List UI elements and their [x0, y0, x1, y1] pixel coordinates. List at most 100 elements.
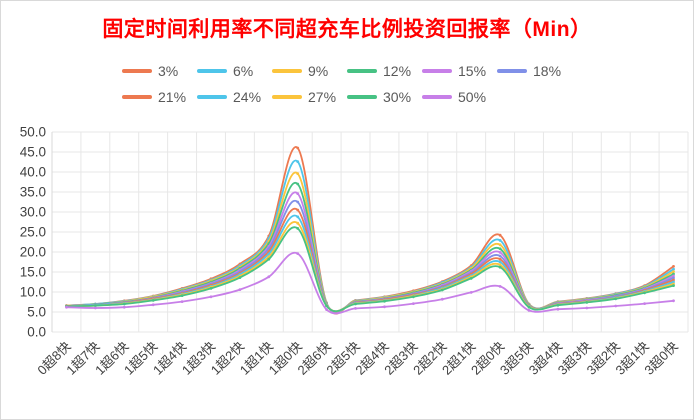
data-point-marker [498, 247, 502, 251]
legend-swatch [197, 95, 227, 99]
data-point-marker [498, 285, 502, 288]
legend-grid: 3% 6% 9% 12% 15% 18% 21% 24% 27% 30% 50% [122, 58, 572, 110]
legend-label: 6% [233, 63, 254, 79]
legend-item-9%: 9% [272, 64, 347, 78]
data-point-marker [469, 277, 473, 280]
data-point-marker [238, 276, 242, 279]
data-point-marker [296, 221, 300, 225]
data-point-marker [122, 305, 126, 309]
data-point-marker [585, 306, 589, 310]
legend-label: 12% [383, 63, 412, 79]
legend-row-2: 21% 24% 27% 30% 50% [122, 84, 572, 110]
data-point-marker [614, 304, 618, 308]
legend-row-1: 3% 6% 9% 12% 15% 18% [122, 58, 572, 84]
data-point-marker [267, 275, 271, 279]
series-50% [65, 251, 675, 315]
legend-item-30%: 30% [347, 90, 422, 104]
data-point-marker [65, 305, 68, 309]
legend-item-3%: 3% [122, 64, 197, 78]
data-point-marker [614, 297, 618, 301]
data-point-marker [296, 182, 300, 186]
legend-item-12%: 12% [347, 64, 422, 78]
data-point-marker [325, 308, 328, 311]
x-axis-labels: 0超8快1超7快1超6快1超5快1超4快1超3快1超2快1超1快1超0快2超6快… [34, 339, 680, 378]
data-point-marker [209, 295, 213, 299]
series-30% [65, 226, 675, 313]
y-tick-label: 25.0 [20, 225, 46, 240]
data-point-marker [296, 252, 300, 256]
data-point-marker [498, 260, 502, 264]
data-point-marker [643, 302, 646, 305]
legend-item-18%: 18% [497, 64, 572, 78]
data-point-marker [354, 302, 357, 306]
data-point-marker [151, 299, 155, 302]
legend-label: 27% [308, 89, 337, 105]
y-tick-label: 35.0 [20, 185, 46, 200]
legend-label: 9% [308, 63, 329, 79]
series-lines [65, 146, 675, 315]
legend-label: 30% [383, 89, 412, 105]
legend-item-50%: 50% [422, 90, 497, 104]
y-tick-label: 50.0 [20, 125, 46, 140]
data-point-marker [672, 272, 675, 276]
data-point-marker [412, 302, 415, 305]
chart-title: 固定时间利用率不同超充车比例投资回报率（Min） [102, 18, 592, 41]
data-point-marker [672, 267, 675, 271]
y-tick-label: 40.0 [20, 165, 46, 180]
data-point-marker [296, 215, 300, 219]
legend-item-24%: 24% [197, 90, 272, 104]
data-point-marker [498, 239, 502, 242]
data-point-marker [672, 265, 675, 268]
legend-label: 21% [158, 89, 187, 105]
data-point-marker [672, 278, 675, 282]
data-point-marker [672, 299, 675, 303]
legend-item-27%: 27% [272, 90, 347, 104]
y-tick-label: 0.0 [27, 325, 46, 340]
gridlines [51, 131, 689, 333]
y-axis-labels: 50.0 45.0 40.0 35.0 30.0 25.0 20.0 15.0 10.0 5.0 0… [20, 125, 46, 340]
legend-label: 18% [533, 63, 562, 79]
legend-label: 24% [233, 89, 262, 105]
data-point-marker [556, 303, 560, 307]
y-tick-label: 20.0 [20, 245, 46, 260]
data-point-marker [672, 284, 675, 287]
legend-swatch [347, 95, 377, 99]
data-point-marker [296, 146, 300, 150]
data-point-marker [238, 288, 242, 291]
legend-label: 15% [458, 63, 487, 79]
y-tick-label: 5.0 [27, 305, 46, 320]
data-point-marker [527, 309, 531, 312]
legend-label: 50% [458, 89, 487, 105]
data-point-marker [325, 304, 328, 308]
data-point-marker [498, 265, 502, 269]
legend-swatch [497, 69, 527, 73]
data-point-marker [672, 270, 675, 273]
data-point-marker [412, 295, 415, 299]
legend-item-21%: 21% [122, 90, 197, 104]
data-point-marker [296, 227, 300, 230]
legend-swatch [422, 95, 452, 99]
data-point-marker [440, 297, 444, 301]
data-point-marker [151, 303, 155, 307]
x-tick-label: 3超0快 [641, 339, 680, 378]
data-point-marker [209, 287, 213, 290]
data-point-marker [296, 208, 300, 212]
data-point-marker [643, 291, 646, 295]
legend-swatch [122, 69, 152, 73]
data-point-marker [498, 233, 502, 237]
data-point-marker [672, 276, 675, 280]
data-point-marker [498, 243, 502, 247]
legend-swatch [272, 69, 302, 73]
data-point-marker [585, 301, 589, 304]
data-point-marker [556, 307, 560, 311]
data-point-marker [469, 291, 473, 294]
data-point-marker [94, 306, 97, 310]
data-point-marker [383, 305, 386, 309]
data-point-marker [267, 257, 271, 261]
y-tick-label: 10.0 [20, 285, 46, 300]
data-point-marker [296, 200, 300, 204]
data-point-marker [672, 280, 675, 284]
data-point-marker [440, 288, 444, 292]
